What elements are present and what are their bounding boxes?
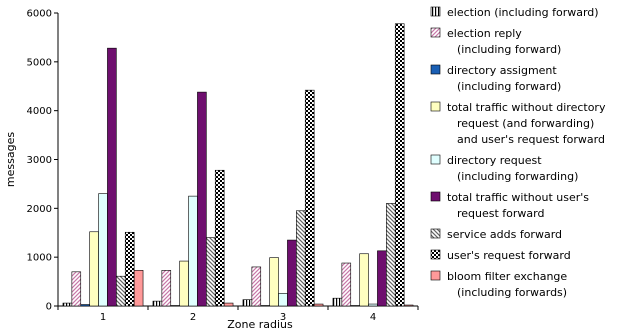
bar [377,250,387,307]
bar [403,304,414,307]
bar [206,237,216,307]
bar [116,275,126,307]
bar [214,169,225,307]
legend-label: (including forwarding) [457,170,578,183]
bar [332,297,343,307]
bar [269,257,279,307]
bars [62,23,414,307]
y-axis-title: messages [4,132,17,187]
legend-label: and user's request forward [457,133,605,146]
bar [80,304,90,307]
bar [359,253,369,307]
legend-swatch [430,191,441,202]
legend-label: (including forward) [457,43,561,56]
legend-label: directory request [447,154,542,167]
y-tick-label: 4000 [27,106,52,117]
legend-label: total traffic without directory [447,101,606,114]
bar [179,260,189,307]
bar [62,302,73,307]
bar [368,303,378,307]
bar [133,270,144,307]
bar [89,231,99,307]
y-tick-label: 2000 [27,204,52,215]
x-axis-title: Zone radius [227,318,293,331]
legend-label: request (and forwarding) [457,117,594,130]
legend-label: election reply [447,27,522,40]
bar [304,89,315,307]
legend-label: service adds forward [447,228,562,241]
x-tick-label: 1 [100,312,106,323]
legend-swatch [430,101,441,112]
legend-swatch [430,270,441,281]
bar [98,193,108,307]
legend-label: request forward [457,207,544,220]
bar [341,262,352,307]
bar [71,271,82,307]
bar [124,231,135,307]
y-tick-label: 6000 [27,9,52,20]
legend-label: (including forward) [457,80,561,93]
bar [386,203,396,307]
bar [296,210,306,307]
bar [313,303,324,307]
y-tick-label: 3000 [27,155,52,166]
legend-label: total traffic without user's [447,191,589,204]
bar [251,266,262,307]
legend-label: directory assigment [447,64,557,77]
legend-swatch [430,228,441,239]
legend-label: user's request forward [447,249,571,262]
bar [394,23,405,307]
y-tick-label: 0 [46,302,52,313]
legend-swatch [430,27,441,38]
legend-swatch [430,64,441,75]
bar [161,270,172,307]
legend-swatch [430,6,441,17]
bar [188,195,198,307]
legend-label: (including forwards) [457,286,567,299]
x-tick-label: 4 [370,312,376,323]
bar [197,91,207,307]
bar [223,302,234,307]
legend-label: bloom filter exchange [447,270,567,283]
x-tick-label: 2 [190,312,196,323]
bar [287,239,297,307]
bar [152,300,163,307]
y-tick-label: 5000 [27,57,52,68]
y-tick-label: 1000 [27,253,52,264]
legend: election (including forward) election rep… [430,6,606,299]
bar [107,47,117,307]
x-tick-label: 3 [280,312,286,323]
legend-swatch [430,154,441,165]
bar [278,292,288,307]
axes: 0 1000 2000 3000 4000 5000 6000 1 2 3 4 Zone radius… [4,9,419,331]
legend-swatch [430,249,441,260]
bar [242,299,253,307]
legend-label: election (including forward) [447,6,599,19]
